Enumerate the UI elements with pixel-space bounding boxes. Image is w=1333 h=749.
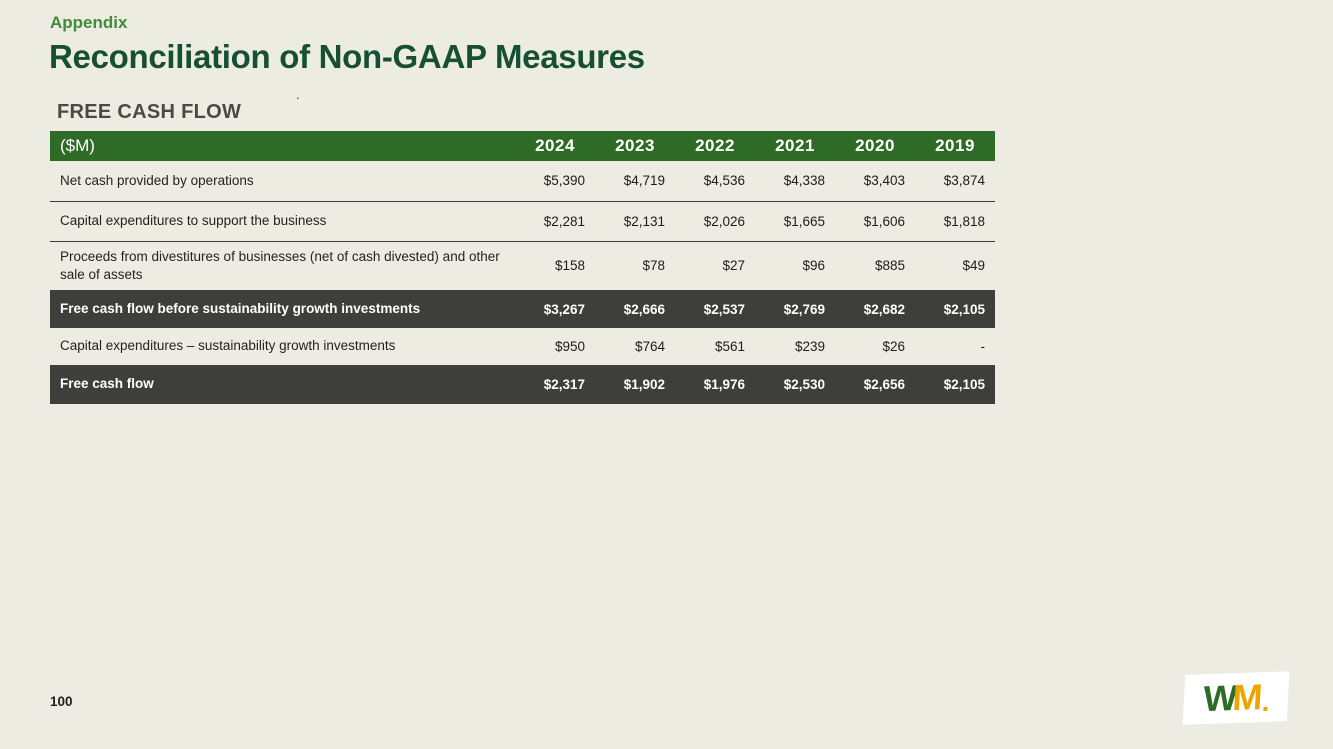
free-cash-flow-table: ($M) 2024 2023 2022 2021 2020 2019 Net c… bbox=[50, 131, 995, 404]
appendix-label: Appendix bbox=[50, 13, 128, 32]
table-row: Capital expenditures to support the busi… bbox=[50, 201, 995, 242]
row-label: Net cash provided by operations bbox=[50, 161, 515, 202]
value-cell: $561 bbox=[714, 339, 745, 354]
value-cell: $2,317 bbox=[515, 365, 595, 404]
year-column-header: 2021 bbox=[755, 131, 835, 161]
logo-letter-m: M bbox=[1231, 676, 1264, 719]
year-column-header: 2020 bbox=[835, 131, 915, 161]
value-cell: $78 bbox=[642, 258, 665, 274]
table-row: Net cash provided by operations $5,390 $… bbox=[50, 161, 995, 202]
value-cell: $2,530 bbox=[755, 365, 835, 404]
value-cell: $2,537 bbox=[675, 290, 755, 328]
table-row: Proceeds from divestitures of businesses… bbox=[50, 241, 995, 290]
value-cell: $3,874 bbox=[915, 161, 995, 202]
value-cell: $2,026 bbox=[675, 201, 755, 242]
page-title: Reconciliation of Non-GAAP Measures bbox=[49, 38, 645, 75]
year-column-header: 2022 bbox=[675, 131, 755, 161]
row-label: Proceeds from divestitures of businesses… bbox=[60, 248, 500, 282]
value-cell: $27 bbox=[722, 258, 745, 274]
row-label: Capital expenditures to support the busi… bbox=[50, 201, 515, 242]
value-cell: $950 bbox=[554, 339, 585, 354]
row-label: Free cash flow bbox=[50, 365, 515, 404]
value-cell: $2,281 bbox=[515, 201, 595, 242]
footnote-marker: . bbox=[296, 87, 300, 102]
value-cell: $158 bbox=[554, 258, 585, 274]
value-cell: $2,656 bbox=[835, 365, 915, 404]
value-cell: $3,267 bbox=[515, 290, 595, 328]
value-cell: $5,390 bbox=[515, 161, 595, 202]
value-cell: - bbox=[980, 339, 986, 354]
table-header-row: ($M) 2024 2023 2022 2021 2020 2019 bbox=[50, 131, 995, 161]
table-row: Capital expenditures – sustainability gr… bbox=[50, 328, 995, 365]
value-cell: $3,403 bbox=[835, 161, 915, 202]
value-cell: $2,682 bbox=[835, 290, 915, 328]
value-cell: $4,338 bbox=[755, 161, 835, 202]
value-cell: $2,769 bbox=[755, 290, 835, 328]
value-cell: $4,536 bbox=[675, 161, 755, 202]
value-cell: $1,976 bbox=[675, 365, 755, 404]
year-column-header: 2024 bbox=[515, 131, 595, 161]
table-row-emphasis: Free cash flow before sustainability gro… bbox=[50, 290, 995, 328]
row-label: Capital expenditures – sustainability gr… bbox=[60, 338, 396, 354]
value-cell: $885 bbox=[874, 258, 905, 274]
table-section-title: FREE CASH FLOW bbox=[57, 101, 242, 123]
value-cell: $2,666 bbox=[595, 290, 675, 328]
year-column-header: 2019 bbox=[915, 131, 995, 161]
page-number: 100 bbox=[50, 694, 73, 709]
logo-letter-w: W bbox=[1202, 677, 1234, 720]
value-cell: $764 bbox=[634, 339, 665, 354]
value-cell: $1,818 bbox=[915, 201, 995, 242]
value-cell: $26 bbox=[882, 339, 905, 354]
unit-header: ($M) bbox=[50, 131, 515, 161]
value-cell: $1,606 bbox=[835, 201, 915, 242]
value-cell: $96 bbox=[802, 258, 825, 274]
logo-trademark-dot bbox=[1263, 706, 1269, 711]
value-cell: $2,105 bbox=[915, 365, 995, 404]
row-label: Free cash flow before sustainability gro… bbox=[50, 290, 515, 328]
value-cell: $1,665 bbox=[755, 201, 835, 242]
value-cell: $49 bbox=[962, 258, 985, 274]
value-cell: $2,105 bbox=[915, 290, 995, 328]
value-cell: $239 bbox=[794, 339, 825, 354]
year-column-header: 2023 bbox=[595, 131, 675, 161]
value-cell: $4,719 bbox=[595, 161, 675, 202]
value-cell: $1,902 bbox=[595, 365, 675, 404]
value-cell: $2,131 bbox=[595, 201, 675, 242]
table-row-emphasis: Free cash flow $2,317 $1,902 $1,976 $2,5… bbox=[50, 365, 995, 404]
